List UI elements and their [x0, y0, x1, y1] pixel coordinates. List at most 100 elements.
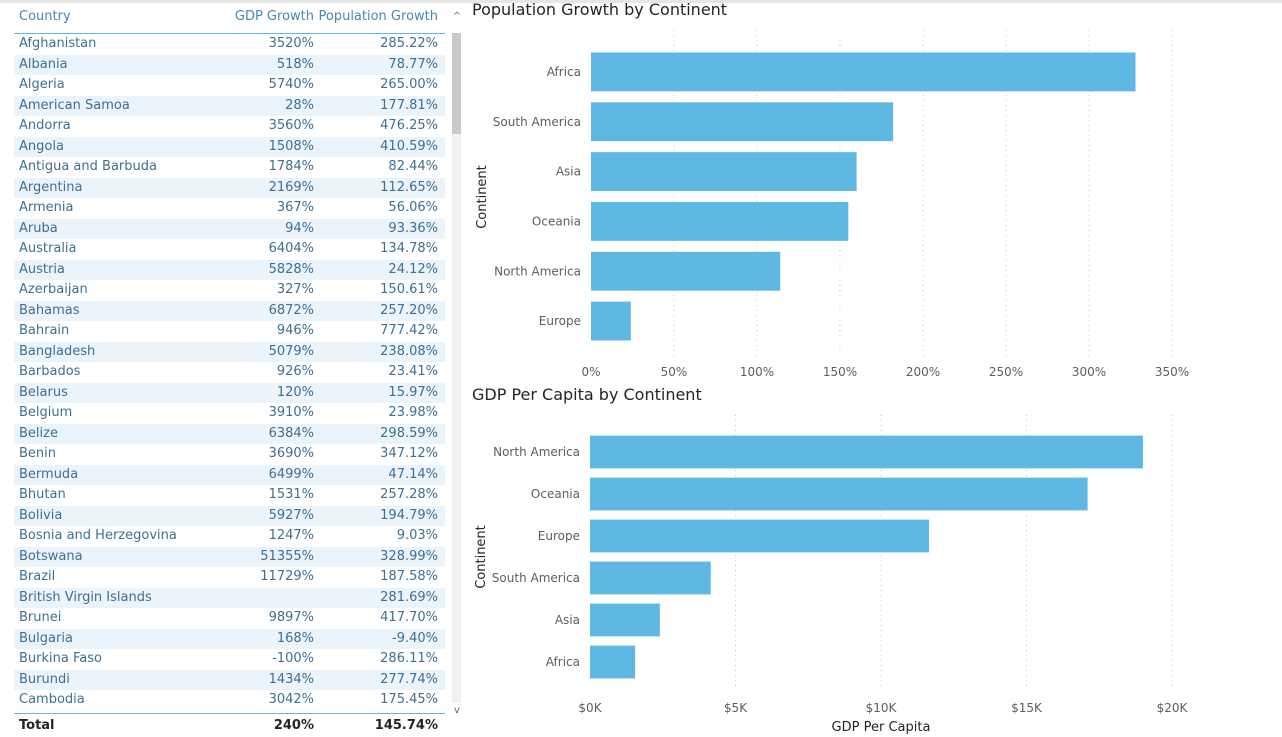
- cell-country: Burundi: [19, 671, 70, 687]
- cell-population-growth: 23.41%: [388, 364, 438, 379]
- cell-gdp-growth: 11729%: [260, 569, 314, 584]
- tick-label: 350%: [1155, 365, 1189, 379]
- bar[interactable]: [591, 201, 849, 241]
- table-row[interactable]: Bangladesh 5079% 238.08%: [14, 341, 445, 362]
- bar[interactable]: [590, 561, 711, 595]
- table-row[interactable]: Barbados 926% 23.41%: [14, 362, 445, 383]
- bar[interactable]: [591, 52, 1136, 92]
- scroll-up-arrow-icon[interactable]: ^: [452, 11, 462, 22]
- tick-label: 0%: [581, 365, 600, 379]
- cell-gdp-growth: 5079%: [268, 343, 314, 359]
- table-row[interactable]: Angola 1508% 410.59%: [14, 136, 445, 157]
- cell-country: Azerbaijan: [19, 282, 88, 297]
- bar[interactable]: [591, 251, 781, 291]
- cell-population-growth: 298.59%: [380, 425, 438, 441]
- table-row[interactable]: Australia 6404% 134.78%: [14, 239, 445, 260]
- tick-label: $0K: [578, 701, 602, 715]
- cell-population-growth: 112.65%: [380, 179, 438, 195]
- cell-country: American Samoa: [19, 97, 130, 113]
- table-row[interactable]: Armenia 367% 56.06%: [14, 198, 445, 219]
- cell-population-growth: 285.22%: [380, 36, 438, 51]
- cell-country: Bulgaria: [19, 630, 73, 646]
- table-row[interactable]: Bahamas 6872% 257.20%: [14, 300, 445, 321]
- table-row[interactable]: Belarus 120% 15.97%: [14, 382, 445, 403]
- country-table[interactable]: Country GDP Growth Population Growth Afg…: [0, 0, 464, 736]
- bar[interactable]: [590, 477, 1088, 511]
- cell-gdp-growth: 518%: [276, 56, 314, 72]
- cell-population-growth: 328.99%: [380, 548, 438, 564]
- cell-gdp-growth: 1247%: [268, 528, 314, 543]
- gdp-per-capita-chart[interactable]: GDP Per Capita by Continent North Americ…: [472, 385, 1272, 736]
- bar[interactable]: [590, 645, 636, 679]
- table-row[interactable]: Belize 6384% 298.59%: [14, 423, 445, 444]
- table-row[interactable]: Bahrain 946% 777.42%: [14, 321, 445, 342]
- table-row[interactable]: Bermuda 6499% 47.14%: [14, 464, 445, 485]
- table-row[interactable]: Antigua and Barbuda 1784% 82.44%: [14, 157, 445, 178]
- cell-population-growth: 175.45%: [380, 692, 438, 707]
- y-axis-title: Continent: [474, 525, 489, 589]
- cell-population-growth: 134.78%: [380, 241, 438, 256]
- table-row[interactable]: Burkina Faso -100% 286.11%: [14, 649, 445, 670]
- table-row[interactable]: Austria 5828% 24.12%: [14, 259, 445, 280]
- scrollbar-track[interactable]: [452, 33, 461, 703]
- cell-gdp-growth: 6872%: [268, 302, 314, 318]
- cell-country: Belarus: [19, 384, 68, 400]
- population-growth-chart[interactable]: Population Growth by Continent Africa Sou…: [472, 0, 1272, 385]
- column-header-population-growth[interactable]: Population Growth: [318, 9, 439, 24]
- table-row[interactable]: Aruba 94% 93.36%: [14, 218, 445, 239]
- scroll-down-arrow-icon[interactable]: v: [454, 705, 460, 716]
- table-row[interactable]: Botswana 51355% 328.99%: [14, 546, 445, 567]
- column-header-country[interactable]: Country: [19, 9, 71, 24]
- table-row[interactable]: Cambodia 3042% 175.45%: [14, 690, 445, 711]
- cell-population-growth: 56.06%: [388, 200, 438, 215]
- cell-country: Albania: [19, 56, 68, 72]
- cell-population-growth: 257.28%: [380, 487, 438, 502]
- category-label: Oceania: [531, 487, 580, 501]
- tick-label: $15K: [1011, 701, 1043, 715]
- tick-label: 200%: [906, 365, 940, 379]
- cell-country: Bolivia: [19, 507, 63, 523]
- bar[interactable]: [591, 102, 894, 142]
- cell-gdp-growth: 6404%: [268, 241, 314, 256]
- cell-population-growth: 286.11%: [380, 651, 438, 666]
- table-row[interactable]: Andorra 3560% 476.25%: [14, 116, 445, 137]
- table-row[interactable]: British Virgin Islands 281.69%: [14, 587, 445, 608]
- cell-gdp-growth: 6384%: [268, 425, 314, 441]
- table-row[interactable]: Albania 518% 78.77%: [14, 54, 445, 75]
- scrollbar-thumb[interactable]: [452, 33, 461, 134]
- cell-population-growth: 177.81%: [380, 97, 438, 113]
- bar[interactable]: [591, 301, 631, 341]
- bar[interactable]: [590, 435, 1143, 469]
- cell-country: Algeria: [19, 77, 65, 92]
- table-row[interactable]: Bhutan 1531% 257.28%: [14, 485, 445, 506]
- column-header-gdp-growth[interactable]: GDP Growth: [234, 9, 314, 24]
- cell-country: Burkina Faso: [19, 651, 102, 666]
- tick-label: 250%: [989, 365, 1023, 379]
- cell-country: Andorra: [19, 118, 71, 133]
- table-row[interactable]: Belgium 3910% 23.98%: [14, 403, 445, 424]
- category-label: Asia: [556, 165, 581, 179]
- table-row[interactable]: Bulgaria 168% -9.40%: [14, 628, 445, 649]
- cell-country: Angola: [19, 138, 64, 154]
- table-row[interactable]: Afghanistan 3520% 285.22%: [14, 34, 445, 55]
- table-row[interactable]: American Samoa 28% 177.81%: [14, 95, 445, 116]
- table-row[interactable]: Burundi 1434% 277.74%: [14, 669, 445, 690]
- cell-country: Cambodia: [19, 692, 85, 707]
- table-row[interactable]: Benin 3690% 347.12%: [14, 444, 445, 465]
- cell-gdp-growth: 3520%: [268, 36, 314, 51]
- cell-gdp-growth: 168%: [276, 630, 314, 646]
- tick-label: 100%: [740, 365, 774, 379]
- bar[interactable]: [590, 603, 660, 637]
- table-row[interactable]: Brazil 11729% 187.58%: [14, 567, 445, 588]
- cell-gdp-growth: 5828%: [268, 261, 314, 277]
- bar[interactable]: [590, 519, 930, 553]
- table-row[interactable]: Brunei 9897% 417.70%: [14, 608, 445, 629]
- table-row[interactable]: Azerbaijan 327% 150.61%: [14, 280, 445, 301]
- cell-gdp-growth: 327%: [276, 282, 314, 297]
- table-row[interactable]: Bolivia 5927% 194.79%: [14, 505, 445, 526]
- table-row[interactable]: Bosnia and Herzegovina 1247% 9.03%: [14, 526, 445, 547]
- bar[interactable]: [591, 152, 857, 192]
- cell-country: Aruba: [19, 220, 58, 236]
- table-row[interactable]: Argentina 2169% 112.65%: [14, 177, 445, 198]
- table-row[interactable]: Algeria 5740% 265.00%: [14, 75, 445, 96]
